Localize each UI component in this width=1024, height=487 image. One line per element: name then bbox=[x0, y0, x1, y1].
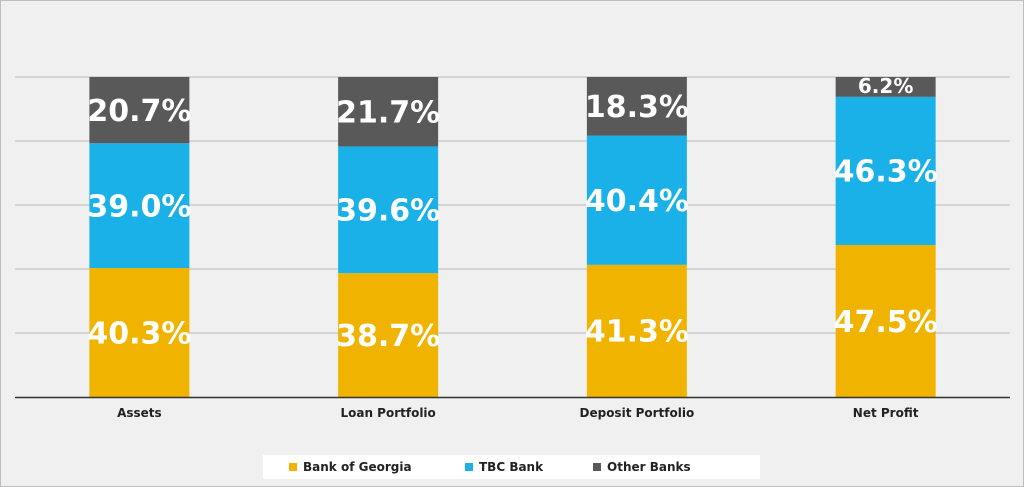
legend-label: Bank of Georgia bbox=[303, 460, 412, 474]
x-tick-label: Loan Portfolio bbox=[340, 406, 435, 420]
data-label: 6.2% bbox=[858, 74, 913, 98]
data-label: 21.7% bbox=[336, 96, 440, 131]
legend-swatch-tbc-bank bbox=[465, 463, 473, 471]
bar-segment-tbc-bank bbox=[586, 135, 687, 265]
legend-label: TBC Bank bbox=[479, 460, 544, 474]
data-label: 41.3% bbox=[585, 315, 689, 350]
bar-segment-tbc-bank bbox=[338, 146, 439, 274]
legend-item-bank-of-georgia: Bank of Georgia bbox=[289, 460, 412, 474]
bar-segment-bank-of-georgia bbox=[586, 264, 687, 397]
bar-segment-tbc-bank bbox=[89, 143, 190, 269]
data-label: 20.7% bbox=[87, 94, 191, 129]
legend-swatch-bank-of-georgia bbox=[289, 463, 297, 471]
legend-item-tbc-bank: TBC Bank bbox=[465, 460, 543, 474]
data-label: 46.3% bbox=[834, 155, 938, 190]
legend-swatch-other-banks bbox=[593, 463, 601, 471]
bar-segment-bank-of-georgia bbox=[835, 245, 936, 397]
bar-segment-other-banks bbox=[835, 77, 936, 97]
x-tick-label: Deposit Portfolio bbox=[580, 406, 695, 420]
bar-segment-bank-of-georgia bbox=[338, 273, 439, 397]
bar-segment-bank-of-georgia bbox=[89, 268, 190, 397]
bar-segment-other-banks bbox=[338, 77, 439, 147]
bar-segment-tbc-bank bbox=[835, 96, 936, 245]
data-label: 39.6% bbox=[336, 194, 440, 229]
data-label: 39.0% bbox=[87, 189, 191, 224]
legend-label: Other Banks bbox=[607, 460, 691, 474]
x-tick-label: Assets bbox=[117, 406, 162, 420]
data-label: 38.7% bbox=[336, 319, 440, 354]
data-label: 18.3% bbox=[585, 90, 689, 125]
bar-segment-other-banks bbox=[586, 77, 687, 136]
legend-item-other-banks: Other Banks bbox=[593, 460, 691, 474]
bar-segment-other-banks bbox=[89, 77, 190, 144]
data-label: 40.3% bbox=[87, 316, 191, 351]
data-label: 40.4% bbox=[585, 184, 689, 219]
data-label: 47.5% bbox=[834, 305, 938, 340]
x-tick-label: Net Profit bbox=[853, 406, 919, 420]
legend: Bank of Georgia TBC Bank Other Banks bbox=[263, 455, 760, 479]
